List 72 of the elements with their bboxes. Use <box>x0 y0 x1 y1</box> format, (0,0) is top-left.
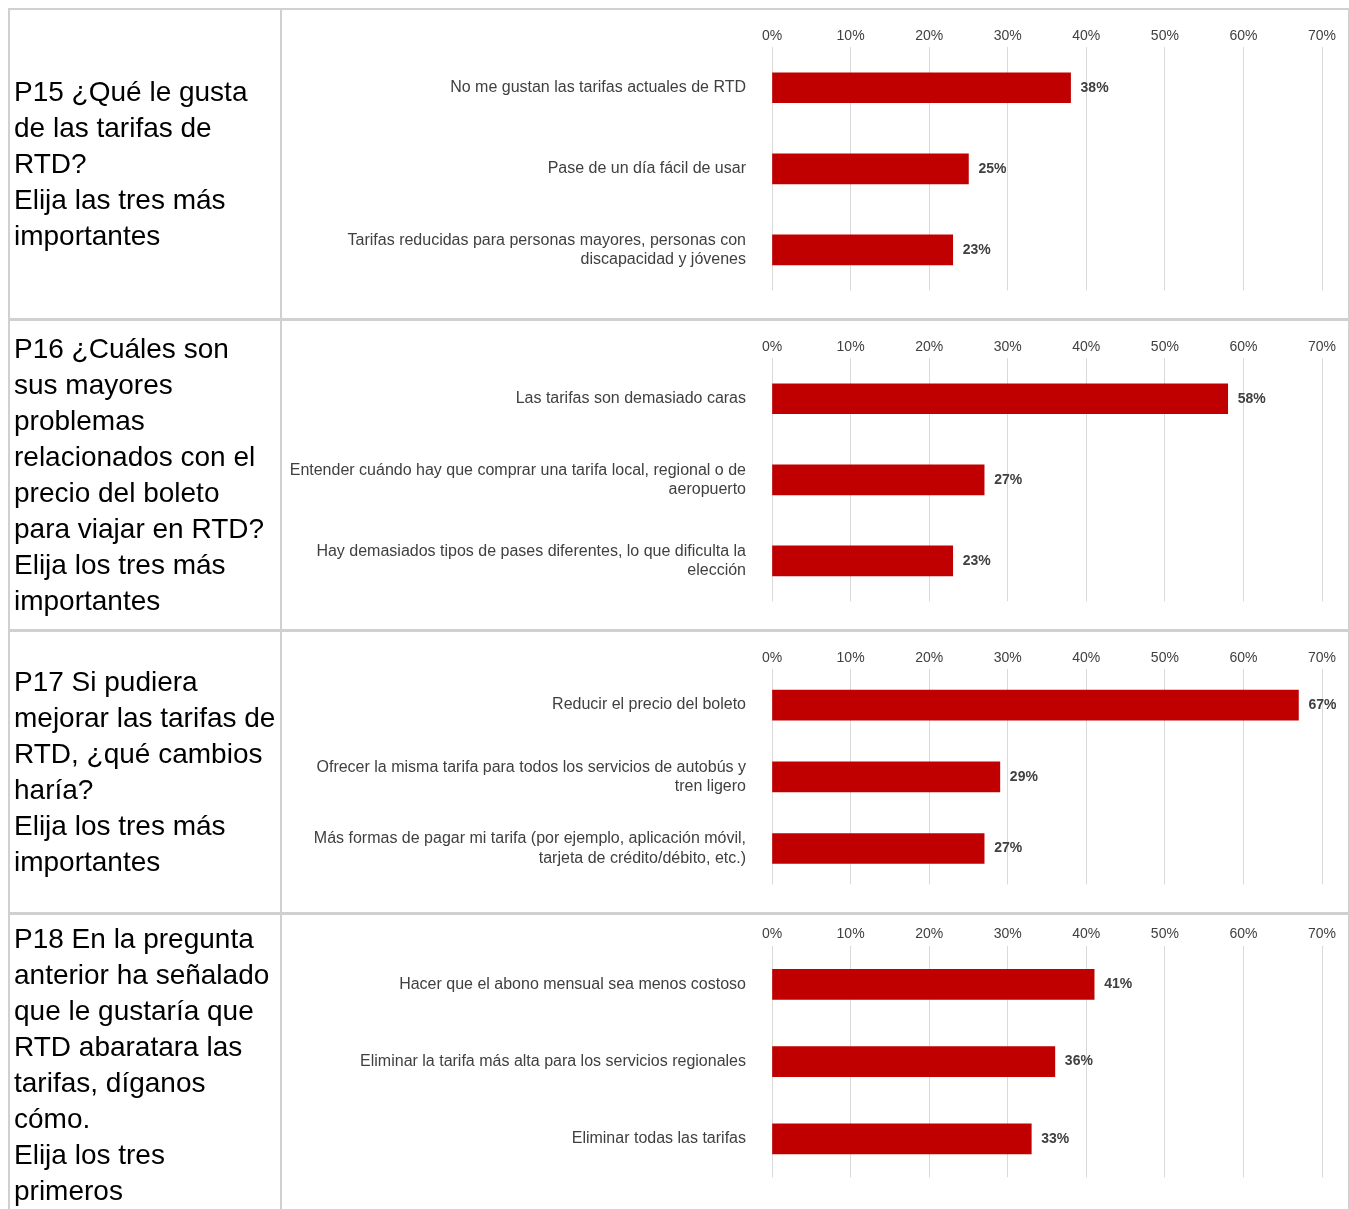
data-label: 41% <box>1104 975 1133 992</box>
x-tick-label: 70% <box>1307 925 1337 942</box>
x-tick-label: 40% <box>1072 648 1101 665</box>
data-label: 38% <box>1080 78 1110 95</box>
y-tick-label: Entender cuándo hay que comprar una tarifa local, regional o de aeropuerto <box>289 460 747 497</box>
x-tick-label: 30% <box>993 648 1022 665</box>
bar <box>772 689 1299 721</box>
x-tick-label: 50% <box>1150 26 1179 43</box>
y-tick-label: Reducir el precio del boleto <box>552 695 747 713</box>
y-tick-label: Ofrecer la misma tarifa para todos los servicios de autobús y tren ligero <box>316 757 747 794</box>
x-tick-label: 10% <box>836 925 865 942</box>
x-tick-label: 20% <box>915 648 944 665</box>
text: P18 En la pregunta anterior ha señalado que le gustaría que RTD abaratara las tarifas, díganos cómo. Elija los tres primeros <box>10 915 282 1209</box>
bar <box>772 761 1001 793</box>
bar <box>772 383 1229 415</box>
bar <box>772 464 985 496</box>
x-tick-label: 30% <box>993 925 1022 942</box>
x-tick-label: 0% <box>761 648 783 665</box>
y-tick-label: Las tarifas son demasiado caras <box>515 389 746 407</box>
y-tick-label: Tarifas reducidas para personas mayores, personas con discapacidad y jóvenes <box>347 230 746 267</box>
bar <box>772 1123 1032 1155</box>
y-tick-label: Hacer que el abono mensual sea menos costoso <box>399 974 747 992</box>
x-tick-label: 10% <box>836 648 865 665</box>
y-tick-label: Más formas de pagar mi tarifa (por ejemplo, aplicación móvil, tarjeta de crédito/débito, etc.) <box>313 829 746 866</box>
text: P16 ¿Cuáles son sus mayores problemas relacionados con el precio del boleto para viajar en RTD? Elija los tres más importantes <box>10 321 282 629</box>
x-tick-label: 10% <box>836 26 865 43</box>
x-tick-label: 70% <box>1307 337 1337 354</box>
x-tick-label: 40% <box>1072 26 1101 43</box>
bar <box>772 833 985 864</box>
x-tick-label: 50% <box>1150 337 1179 354</box>
x-tick-label: 20% <box>915 337 944 354</box>
data-label: 67% <box>1308 695 1337 712</box>
bar <box>772 545 954 577</box>
bar <box>772 234 954 266</box>
x-tick-label: 20% <box>915 26 944 43</box>
text: P15 ¿Qué le gusta de las tarifas de RTD? Elija las tres más importantes <box>10 10 282 318</box>
data-label: 29% <box>1009 767 1039 784</box>
data-label: 33% <box>1041 1129 1070 1146</box>
x-tick-label: 60% <box>1229 26 1258 43</box>
data-label: 25% <box>978 159 1007 176</box>
x-tick-label: 30% <box>993 26 1022 43</box>
data-label: 23% <box>962 551 992 568</box>
y-tick-label: Pase de un día fácil de usar <box>547 159 747 177</box>
x-tick-label: 70% <box>1307 648 1337 665</box>
x-tick-label: 30% <box>993 337 1022 354</box>
x-tick-label: 0% <box>761 26 783 43</box>
text: P17 Si pudiera mejorar las tarifas de RTD, ¿qué cambios haría? Elija los tres más importantes <box>10 632 282 912</box>
x-tick-label: 60% <box>1229 648 1258 665</box>
bar <box>772 72 1071 104</box>
x-tick-label: 60% <box>1229 925 1258 942</box>
x-tick-label: 50% <box>1150 925 1179 942</box>
y-tick-label: Eliminar la tarifa más alta para los servicios regionales <box>360 1052 746 1070</box>
y-tick-label: Eliminar todas las tarifas <box>571 1129 746 1147</box>
x-tick-label: 70% <box>1307 26 1337 43</box>
data-label: 27% <box>994 470 1023 487</box>
x-tick-label: 50% <box>1150 648 1179 665</box>
x-tick-label: 0% <box>761 925 783 942</box>
y-tick-label: No me gustan las tarifas actuales de RTD <box>450 78 746 96</box>
data-label: 23% <box>962 240 992 257</box>
data-label: 36% <box>1064 1052 1094 1069</box>
x-tick-label: 40% <box>1072 925 1101 942</box>
bar <box>772 969 1095 1000</box>
x-tick-label: 20% <box>915 925 944 942</box>
x-tick-label: 10% <box>836 337 865 354</box>
x-tick-label: 0% <box>761 337 783 354</box>
x-tick-label: 60% <box>1229 337 1258 354</box>
data-label: 27% <box>994 839 1023 856</box>
bar <box>772 1046 1056 1077</box>
bar <box>772 153 969 185</box>
x-tick-label: 40% <box>1072 337 1101 354</box>
y-tick-label: Hay demasiados tipos de pases diferentes, lo que dificulta la elección <box>316 541 747 578</box>
data-label: 58% <box>1237 389 1267 406</box>
